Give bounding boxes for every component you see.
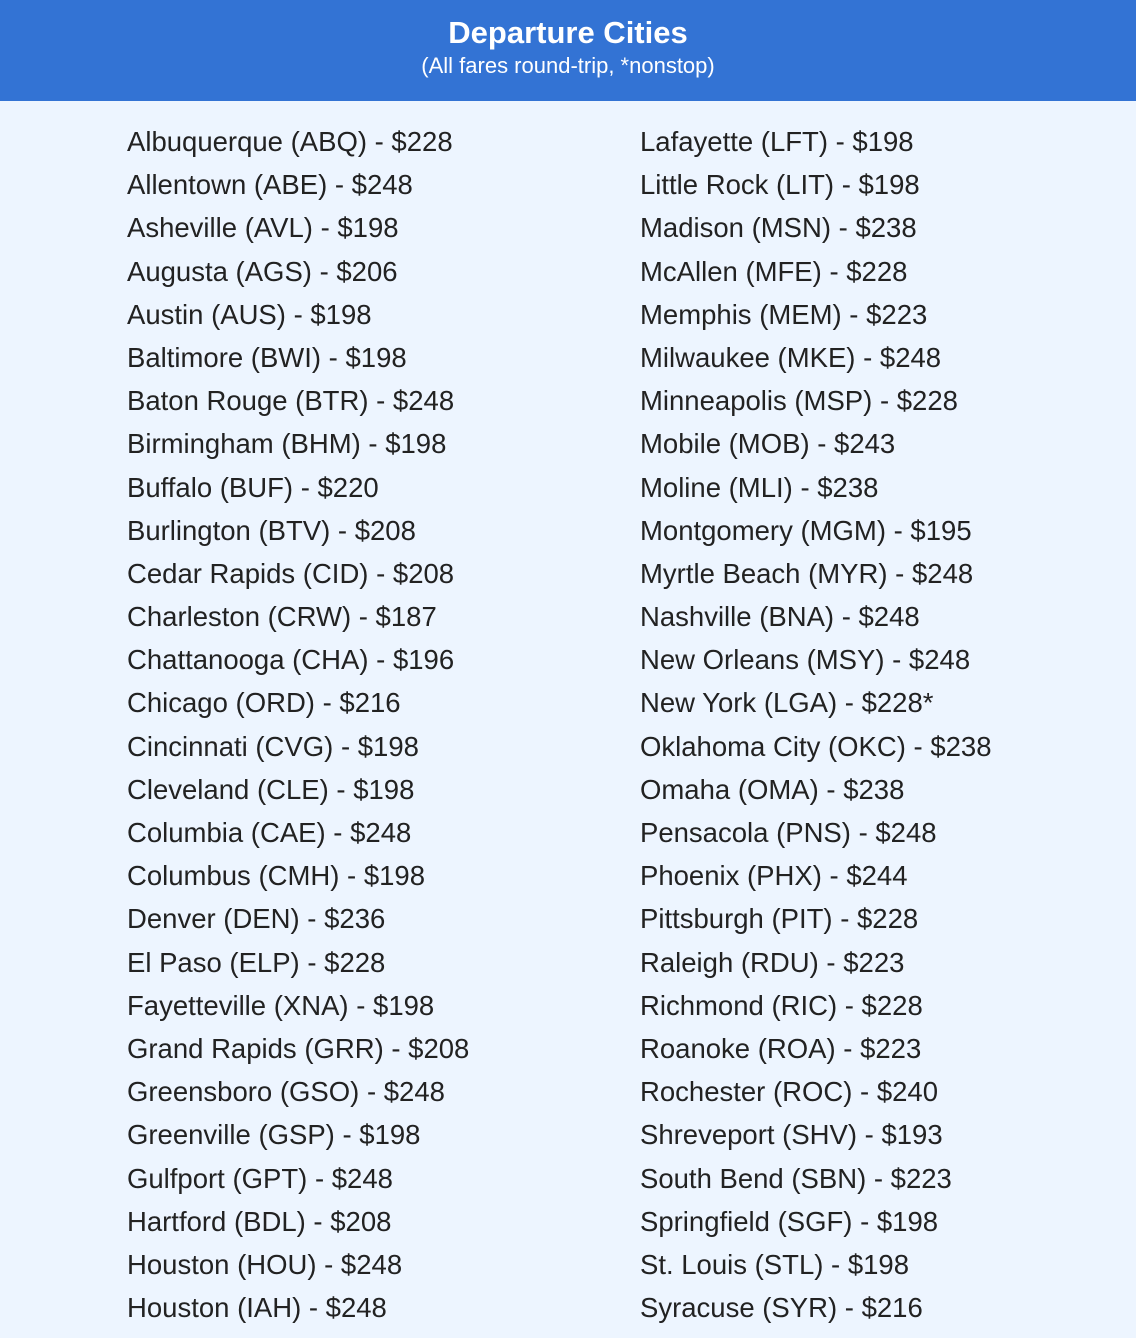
city-column-right: Lafayette (LFT) - $198 Little Rock (LIT) … (640, 120, 992, 1329)
city-fare-item: Buffalo (BUF) - $220 (127, 471, 379, 503)
city-fare-item: Lafayette (LFT) - $198 (640, 126, 914, 157)
city-fare-item: Omaha (OMA) - $238 (640, 773, 905, 805)
city-fare-item: Roanoke (ROA) - $223 (640, 1032, 922, 1064)
city-fare-item: Houston (HOU) - $248 (127, 1248, 403, 1280)
city-fare-item: Phoenix (PHX) - $244 (640, 860, 908, 892)
city-fare-item: Syracuse (SYR) - $216 (640, 1292, 923, 1324)
city-fare-item: Baltimore (BWI) - $198 (127, 341, 407, 373)
city-fare-item: Montgomery (MGM) - $195 (640, 514, 972, 546)
city-fare-item: South Bend (SBN) - $223 (640, 1162, 952, 1194)
city-fare-item: Augusta (AGS) - $206 (127, 255, 398, 287)
city-fare-item: Milwaukee (MKE) - $248 (640, 341, 942, 373)
city-fare-item: St. Louis (STL) - $198 (640, 1248, 910, 1280)
header: Departure Cities (All fares round-trip, … (0, 0, 1136, 101)
city-fare-item: Gulfport (GPT) - $248 (127, 1162, 393, 1194)
page-title: Departure Cities (448, 15, 688, 50)
city-fare-item: New York (LGA) - $228* (640, 687, 934, 719)
city-fare-item: Fayetteville (XNA) - $198 (127, 989, 435, 1021)
city-fare-item: Columbus (CMH) - $198 (127, 860, 426, 892)
city-fare-item: Pittsburgh (PIT) - $228 (640, 903, 919, 935)
city-fare-item: Myrtle Beach (MYR) - $248 (640, 557, 974, 589)
city-fare-item: Grand Rapids (GRR) - $208 (127, 1032, 470, 1064)
city-fare-item: Pensacola (PNS) - $248 (640, 817, 937, 848)
city-fare-item: Burlington (BTV) - $208 (127, 514, 416, 546)
city-fare-item: New Orleans (MSY) - $248 (640, 644, 971, 676)
city-fare-item: Oklahoma City (OKC) - $238 (640, 730, 992, 762)
city-column-left: Albuquerque (ABQ) - $228 Allentown (ABE) … (127, 120, 469, 1329)
city-fare-item: McAllen (MFE) - $228 (640, 255, 908, 287)
city-fare-item: Columbia (CAE) - $248 (127, 817, 412, 848)
city-fare-item: Moline (MLI) - $238 (640, 471, 879, 503)
city-fare-item: Houston (IAH) - $248 (127, 1292, 387, 1324)
city-fare-item: Rochester (ROC) - $240 (640, 1076, 939, 1108)
city-fare-item: Greenville (GSP) - $198 (127, 1119, 421, 1151)
city-fare-item: Nashville (BNA) - $248 (640, 601, 920, 633)
city-fare-item: El Paso (ELP) - $228 (127, 946, 386, 978)
city-fare-item: Cedar Rapids (CID) - $208 (127, 557, 455, 589)
city-fare-item: Richmond (RIC) - $228 (640, 989, 923, 1021)
city-fare-item: Madison (MSN) - $238 (640, 212, 917, 244)
city-fare-item: Cleveland (CLE) - $198 (127, 773, 415, 805)
city-fare-item: Raleigh (RDU) - $223 (640, 946, 905, 978)
city-fare-item: Baton Rouge (BTR) - $248 (127, 385, 455, 417)
city-fare-item: Mobile (MOB) - $243 (640, 428, 896, 460)
city-fare-item: Hartford (BDL) - $208 (127, 1205, 392, 1237)
city-fare-item: Little Rock (LIT) - $198 (640, 169, 920, 201)
page-subtitle: (All fares round-trip, *nonstop) (421, 53, 715, 78)
city-fare-item: Allentown (ABE) - $248 (127, 169, 413, 201)
city-fare-item: Birmingham (BHM) - $198 (127, 428, 447, 460)
city-fare-item: Denver (DEN) - $236 (127, 903, 386, 935)
city-list: Albuquerque (ABQ) - $228 Allentown (ABE) … (0, 101, 1136, 1323)
city-fare-item: Memphis (MEM) - $223 (640, 298, 928, 330)
city-fare-item: Austin (AUS) - $198 (127, 298, 372, 330)
city-fare-item: Charleston (CRW) - $187 (127, 601, 437, 633)
city-fare-item: Chattanooga (CHA) - $196 (127, 644, 455, 676)
city-fare-item: Greensboro (GSO) - $248 (127, 1076, 445, 1108)
city-fare-item: Cincinnati (CVG) - $198 (127, 730, 419, 762)
city-fare-item: Albuquerque (ABQ) - $228 (127, 126, 453, 157)
city-fare-item: Minneapolis (MSP) - $228 (640, 385, 958, 417)
city-fare-item: Shreveport (SHV) - $193 (640, 1119, 943, 1151)
city-fare-item: Chicago (ORD) - $216 (127, 687, 401, 719)
city-fare-item: Springfield (SGF) - $198 (640, 1205, 939, 1237)
city-fare-item: Asheville (AVL) - $198 (127, 212, 399, 244)
